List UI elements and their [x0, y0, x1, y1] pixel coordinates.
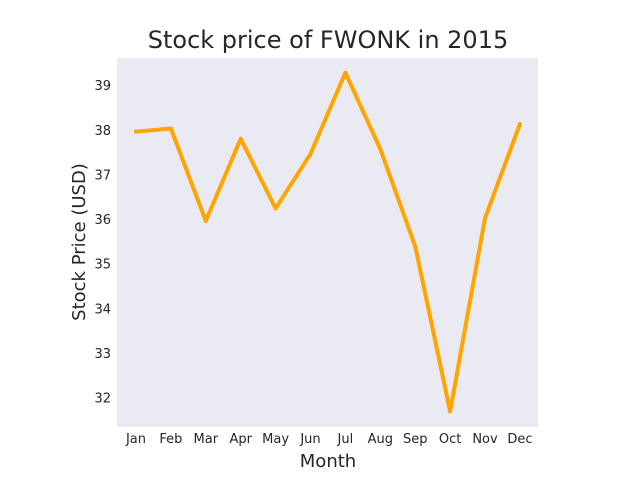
data-point — [168, 126, 173, 131]
data-point — [413, 244, 418, 249]
y-tick-label: 34 — [94, 302, 111, 317]
chart-title: Stock price of FWONK in 2015 — [148, 26, 509, 54]
data-point — [238, 136, 243, 141]
x-tick-label: Sep — [403, 432, 428, 447]
plot-area — [117, 58, 538, 427]
data-point — [273, 206, 278, 211]
y-tick-label: 32 — [94, 391, 111, 406]
x-axis-label: Month — [300, 451, 356, 472]
data-point — [378, 147, 383, 152]
y-tick-label: 35 — [94, 258, 111, 273]
y-axis-label: Stock Price (USD) — [69, 163, 90, 321]
x-tick-label: Oct — [439, 432, 461, 447]
x-tick-label: Nov — [472, 432, 498, 447]
data-point — [343, 70, 348, 75]
data-point — [517, 122, 522, 127]
data-point — [308, 151, 313, 156]
x-tick-label: Jan — [125, 432, 146, 447]
x-tick-label: Jul — [337, 432, 354, 447]
data-point — [448, 409, 453, 414]
y-tick-label: 33 — [94, 347, 111, 362]
x-tick-label: Mar — [194, 432, 219, 447]
y-tick-label: 38 — [94, 124, 111, 139]
series-line — [134, 70, 522, 414]
x-tick-label: Apr — [229, 432, 252, 447]
data-point — [483, 216, 487, 221]
y-tick-label: 37 — [94, 168, 111, 183]
x-tick-label: May — [262, 432, 289, 447]
y-tick-label: 36 — [94, 213, 111, 228]
x-tick-label: Aug — [368, 432, 393, 447]
y-tick-label: 39 — [94, 79, 111, 94]
y-axis: 32 33 34 35 36 37 38 39 — [94, 79, 111, 406]
x-tick-label: Feb — [159, 432, 182, 447]
data-point — [203, 218, 208, 223]
data-point — [134, 129, 138, 134]
x-tick-label: Dec — [507, 432, 532, 447]
series-layer — [134, 70, 522, 414]
x-axis: Jan Feb Mar Apr May Jun Jul Aug Sep Oct Nov Dec — [125, 432, 533, 447]
x-tick-label: Jun — [299, 432, 320, 447]
